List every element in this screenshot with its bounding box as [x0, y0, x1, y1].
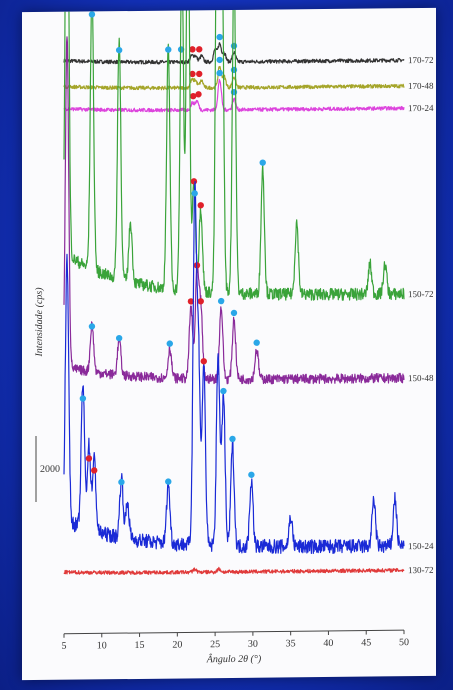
- x-tick-label: 50: [399, 637, 409, 648]
- red-peak-marker: [200, 358, 207, 365]
- x-tick-label: 5: [62, 641, 67, 652]
- trace-150-24: 150-24: [63, 181, 434, 555]
- series-label: 130-72: [408, 565, 433, 575]
- blue-peak-marker: [118, 478, 125, 486]
- series-label: 170-72: [408, 55, 433, 65]
- series-label: 150-72: [408, 289, 433, 299]
- series-label: 150-48: [408, 373, 434, 383]
- x-tick-label: 35: [286, 638, 296, 649]
- traces: 170-72 170-48 170-24 150-72 150-48 150-24 130-…: [63, 7, 434, 575]
- blue-peak-marker: [216, 56, 223, 64]
- trace-line-130-72: [63, 566, 405, 575]
- blue-peak-marker: [229, 435, 236, 443]
- blue-peak-marker: [115, 46, 123, 54]
- red-peak-marker: [189, 46, 196, 53]
- red-peak-marker: [85, 455, 93, 462]
- blue-peak-marker: [253, 339, 260, 346]
- blue-peak-marker: [79, 395, 87, 402]
- trace-line-150-48: [63, 36, 405, 385]
- trace-line-150-24: [63, 181, 405, 555]
- red-peak-marker: [196, 70, 203, 78]
- red-peak-marker: [189, 70, 196, 78]
- trace-line-150-72: [63, 7, 405, 301]
- red-peak-marker: [190, 178, 198, 185]
- blue-peak-marker: [165, 46, 172, 53]
- blue-peak-marker: [166, 340, 173, 347]
- blue-peak-marker: [191, 190, 198, 197]
- blue-peak-marker: [216, 33, 223, 41]
- red-peak-marker: [187, 298, 195, 305]
- y-axis-title: Intensidade (cps): [34, 287, 45, 358]
- blue-peak-marker: [220, 387, 227, 395]
- red-peak-marker: [91, 467, 98, 474]
- blue-peak-marker: [230, 309, 238, 317]
- series-label: 170-48: [408, 81, 434, 91]
- x-axis-title: Ângulo 2θ (°): [206, 653, 262, 666]
- blue-peak-marker: [230, 66, 238, 74]
- blue-peak-marker: [165, 478, 172, 485]
- series-label: 150-24: [408, 541, 434, 551]
- x-tick-label: 15: [135, 640, 145, 651]
- trace-line-170-72: [63, 42, 405, 65]
- red-peak-marker: [197, 298, 204, 305]
- trace-170-72: 170-72: [63, 33, 433, 65]
- blue-peak-marker: [259, 159, 266, 166]
- blue-peak-marker: [248, 471, 255, 478]
- red-peak-marker: [190, 92, 197, 100]
- red-peak-marker: [195, 91, 202, 98]
- trace-line-170-24: [63, 78, 405, 113]
- x-ticks: 5 10 15 20 25 30 35 40 45 50: [62, 630, 409, 652]
- x-tick-label: 30: [248, 639, 258, 650]
- scale-bar-label: 2000: [40, 464, 60, 475]
- blue-peak-marker: [88, 11, 96, 18]
- trace-130-72: 130-72: [63, 565, 433, 575]
- trace-150-72: 150-72: [63, 7, 433, 301]
- trace-150-48: 150-48: [63, 36, 434, 385]
- slide-panel: 2000 Intensidade (cps) Ângulo 2θ (°) 5 10…: [22, 7, 436, 681]
- blue-peak-marker: [115, 334, 123, 342]
- xrd-chart: 2000 Intensidade (cps) Ângulo 2θ (°) 5 10…: [34, 7, 434, 666]
- x-tick-label: 40: [323, 638, 333, 649]
- series-label: 170-24: [408, 103, 434, 113]
- x-tick-label: 20: [172, 639, 182, 650]
- x-axis: [64, 629, 404, 635]
- x-tick-label: 45: [361, 638, 371, 649]
- blue-peak-marker: [217, 297, 225, 305]
- red-peak-marker: [196, 46, 203, 53]
- blue-peak-marker: [88, 323, 96, 330]
- red-peak-marker: [197, 202, 204, 209]
- blue-peak-marker: [230, 42, 238, 50]
- blue-peak-marker: [216, 69, 223, 77]
- plot-area: 2000 Intensidade (cps) Ângulo 2θ (°) 5 10…: [34, 7, 434, 666]
- x-tick-label: 10: [97, 640, 107, 651]
- x-tick-label: 25: [210, 639, 220, 650]
